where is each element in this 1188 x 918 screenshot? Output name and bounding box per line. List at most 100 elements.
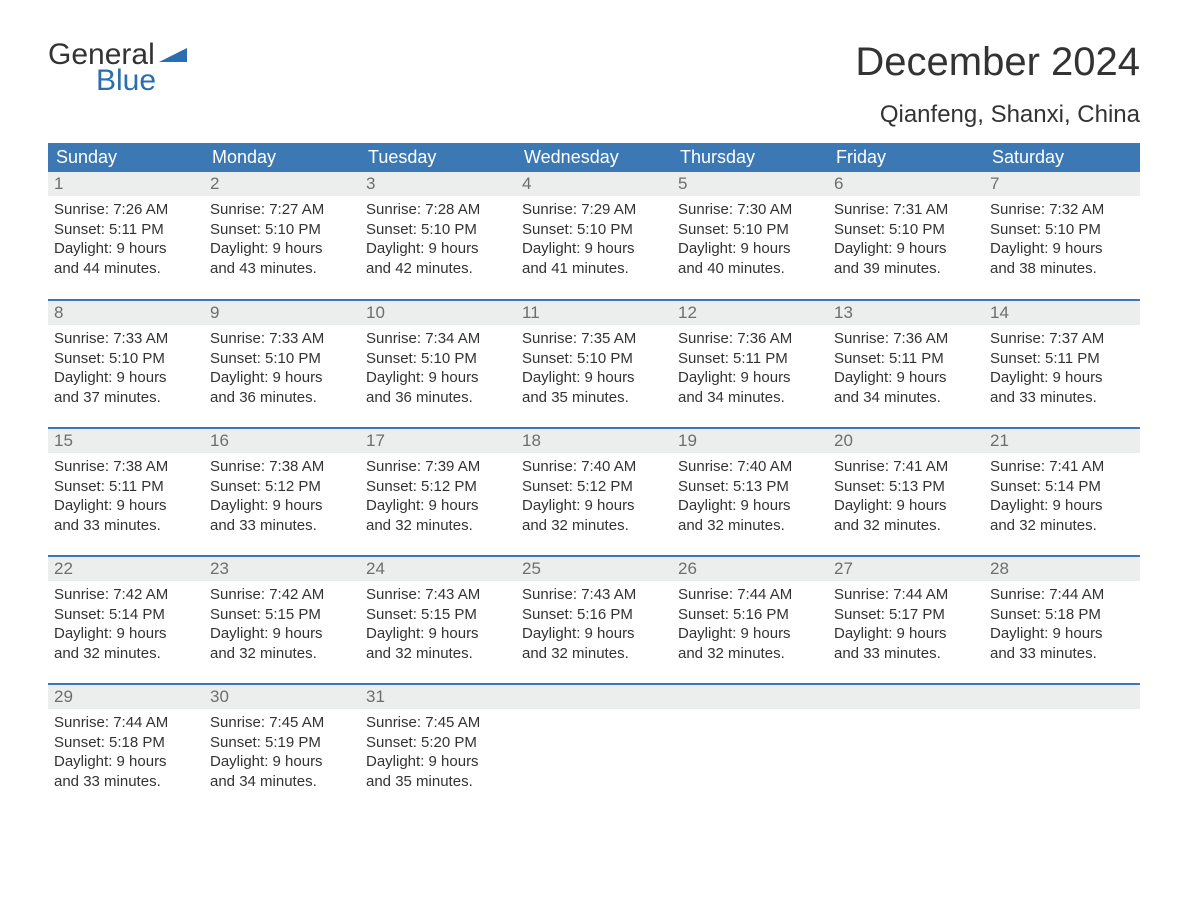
day-body: Sunrise: 7:33 AMSunset: 5:10 PMDaylight:… (48, 325, 204, 415)
day-number: 24 (360, 557, 516, 581)
day-daylight-2: and 34 minutes. (210, 772, 354, 792)
day-sunset: Sunset: 5:11 PM (54, 477, 198, 497)
day-sunset: Sunset: 5:13 PM (834, 477, 978, 497)
day-daylight-1: Daylight: 9 hours (834, 239, 978, 259)
brand-logo: General Blue (48, 40, 187, 96)
calendar-day-cell: 8Sunrise: 7:33 AMSunset: 5:10 PMDaylight… (48, 300, 204, 428)
day-daylight-2: and 39 minutes. (834, 259, 978, 279)
day-daylight-1: Daylight: 9 hours (210, 624, 354, 644)
day-daylight-2: and 32 minutes. (834, 516, 978, 536)
day-daylight-1: Daylight: 9 hours (366, 239, 510, 259)
col-wednesday: Wednesday (516, 143, 672, 172)
day-daylight-1: Daylight: 9 hours (990, 624, 1134, 644)
calendar-day-cell: 18Sunrise: 7:40 AMSunset: 5:12 PMDayligh… (516, 428, 672, 556)
day-body: Sunrise: 7:44 AMSunset: 5:18 PMDaylight:… (984, 581, 1140, 671)
calendar-day-cell: 30Sunrise: 7:45 AMSunset: 5:19 PMDayligh… (204, 684, 360, 812)
day-body: Sunrise: 7:33 AMSunset: 5:10 PMDaylight:… (204, 325, 360, 415)
day-daylight-2: and 32 minutes. (990, 516, 1134, 536)
col-sunday: Sunday (48, 143, 204, 172)
calendar-week-row: 22Sunrise: 7:42 AMSunset: 5:14 PMDayligh… (48, 556, 1140, 684)
brand-triangle-icon (159, 44, 187, 66)
day-sunset: Sunset: 5:12 PM (366, 477, 510, 497)
calendar-day-cell: 4Sunrise: 7:29 AMSunset: 5:10 PMDaylight… (516, 172, 672, 300)
day-number: 23 (204, 557, 360, 581)
day-number: 27 (828, 557, 984, 581)
day-sunrise: Sunrise: 7:42 AM (210, 585, 354, 605)
day-daylight-2: and 37 minutes. (54, 388, 198, 408)
calendar-day-cell (828, 684, 984, 812)
day-sunset: Sunset: 5:10 PM (522, 220, 666, 240)
day-number: 13 (828, 301, 984, 325)
day-daylight-1: Daylight: 9 hours (522, 368, 666, 388)
calendar-day-cell: 7Sunrise: 7:32 AMSunset: 5:10 PMDaylight… (984, 172, 1140, 300)
day-daylight-1: Daylight: 9 hours (834, 368, 978, 388)
day-body: Sunrise: 7:26 AMSunset: 5:11 PMDaylight:… (48, 196, 204, 286)
day-daylight-2: and 38 minutes. (990, 259, 1134, 279)
calendar-day-cell: 10Sunrise: 7:34 AMSunset: 5:10 PMDayligh… (360, 300, 516, 428)
calendar-day-cell: 28Sunrise: 7:44 AMSunset: 5:18 PMDayligh… (984, 556, 1140, 684)
day-body (516, 709, 672, 721)
day-sunset: Sunset: 5:15 PM (366, 605, 510, 625)
calendar-day-cell: 14Sunrise: 7:37 AMSunset: 5:11 PMDayligh… (984, 300, 1140, 428)
day-sunrise: Sunrise: 7:42 AM (54, 585, 198, 605)
day-daylight-2: and 32 minutes. (366, 644, 510, 664)
day-body: Sunrise: 7:32 AMSunset: 5:10 PMDaylight:… (984, 196, 1140, 286)
day-sunset: Sunset: 5:10 PM (990, 220, 1134, 240)
day-daylight-1: Daylight: 9 hours (990, 368, 1134, 388)
day-daylight-2: and 36 minutes. (210, 388, 354, 408)
day-number: 30 (204, 685, 360, 709)
day-body (984, 709, 1140, 721)
day-sunrise: Sunrise: 7:43 AM (366, 585, 510, 605)
day-body: Sunrise: 7:28 AMSunset: 5:10 PMDaylight:… (360, 196, 516, 286)
day-sunrise: Sunrise: 7:40 AM (522, 457, 666, 477)
day-body: Sunrise: 7:40 AMSunset: 5:13 PMDaylight:… (672, 453, 828, 543)
day-daylight-1: Daylight: 9 hours (522, 239, 666, 259)
day-sunset: Sunset: 5:18 PM (990, 605, 1134, 625)
day-sunrise: Sunrise: 7:35 AM (522, 329, 666, 349)
day-daylight-2: and 36 minutes. (366, 388, 510, 408)
calendar-day-cell: 20Sunrise: 7:41 AMSunset: 5:13 PMDayligh… (828, 428, 984, 556)
day-daylight-1: Daylight: 9 hours (366, 624, 510, 644)
day-sunrise: Sunrise: 7:26 AM (54, 200, 198, 220)
day-sunset: Sunset: 5:16 PM (678, 605, 822, 625)
day-body: Sunrise: 7:44 AMSunset: 5:16 PMDaylight:… (672, 581, 828, 671)
day-body: Sunrise: 7:36 AMSunset: 5:11 PMDaylight:… (672, 325, 828, 415)
day-body: Sunrise: 7:45 AMSunset: 5:20 PMDaylight:… (360, 709, 516, 799)
calendar-day-cell: 17Sunrise: 7:39 AMSunset: 5:12 PMDayligh… (360, 428, 516, 556)
day-number: 7 (984, 172, 1140, 196)
day-number (516, 685, 672, 709)
day-daylight-2: and 33 minutes. (990, 644, 1134, 664)
brand-blue: Blue (96, 66, 187, 96)
day-sunrise: Sunrise: 7:28 AM (366, 200, 510, 220)
day-sunset: Sunset: 5:10 PM (834, 220, 978, 240)
day-sunrise: Sunrise: 7:41 AM (990, 457, 1134, 477)
calendar-day-cell: 2Sunrise: 7:27 AMSunset: 5:10 PMDaylight… (204, 172, 360, 300)
day-number: 25 (516, 557, 672, 581)
day-number: 26 (672, 557, 828, 581)
day-daylight-1: Daylight: 9 hours (366, 752, 510, 772)
calendar-day-cell: 1Sunrise: 7:26 AMSunset: 5:11 PMDaylight… (48, 172, 204, 300)
col-tuesday: Tuesday (360, 143, 516, 172)
day-daylight-1: Daylight: 9 hours (210, 496, 354, 516)
calendar-day-cell: 9Sunrise: 7:33 AMSunset: 5:10 PMDaylight… (204, 300, 360, 428)
day-number: 16 (204, 429, 360, 453)
day-body: Sunrise: 7:29 AMSunset: 5:10 PMDaylight:… (516, 196, 672, 286)
calendar-day-cell: 11Sunrise: 7:35 AMSunset: 5:10 PMDayligh… (516, 300, 672, 428)
day-number: 17 (360, 429, 516, 453)
day-sunset: Sunset: 5:10 PM (522, 349, 666, 369)
day-number: 8 (48, 301, 204, 325)
calendar-day-cell: 16Sunrise: 7:38 AMSunset: 5:12 PMDayligh… (204, 428, 360, 556)
day-sunrise: Sunrise: 7:44 AM (990, 585, 1134, 605)
calendar-day-cell: 26Sunrise: 7:44 AMSunset: 5:16 PMDayligh… (672, 556, 828, 684)
day-daylight-2: and 33 minutes. (210, 516, 354, 536)
day-number (672, 685, 828, 709)
day-sunrise: Sunrise: 7:45 AM (210, 713, 354, 733)
day-daylight-1: Daylight: 9 hours (366, 496, 510, 516)
day-daylight-2: and 34 minutes. (834, 388, 978, 408)
day-body: Sunrise: 7:34 AMSunset: 5:10 PMDaylight:… (360, 325, 516, 415)
day-daylight-2: and 34 minutes. (678, 388, 822, 408)
day-sunrise: Sunrise: 7:40 AM (678, 457, 822, 477)
day-number: 18 (516, 429, 672, 453)
calendar-day-cell (672, 684, 828, 812)
calendar-week-row: 8Sunrise: 7:33 AMSunset: 5:10 PMDaylight… (48, 300, 1140, 428)
